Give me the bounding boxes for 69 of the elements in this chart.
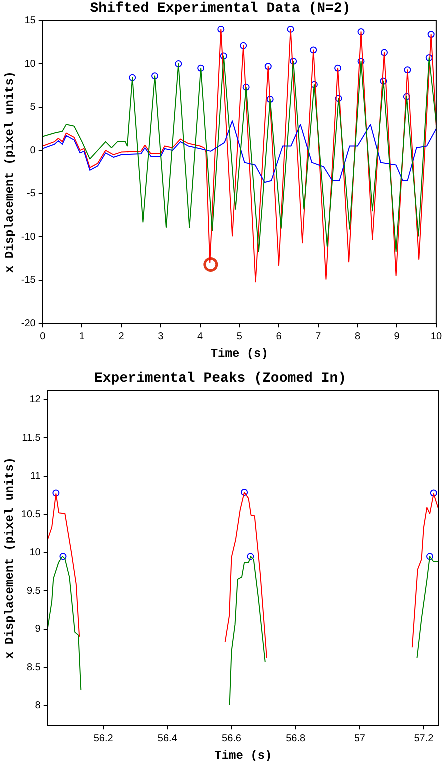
point	[266, 96, 274, 104]
y-tick-label: 10	[30, 548, 42, 559]
x-axis-title: Time (s)	[214, 748, 272, 763]
y-tick-label: -15	[21, 275, 36, 286]
point	[242, 84, 250, 91]
point	[175, 60, 182, 68]
point	[218, 26, 225, 33]
point	[426, 54, 433, 62]
point	[198, 64, 205, 72]
point	[358, 58, 365, 65]
point	[129, 74, 136, 82]
x-tick-label: 7	[316, 331, 322, 342]
point	[247, 553, 254, 560]
x-tick-label: 56.6	[222, 733, 242, 744]
point	[290, 58, 298, 65]
y-tick-label: 10.5	[21, 509, 42, 520]
y-tick-label: 9.5	[26, 586, 42, 597]
y-axis-title: x Displacement (pixel units)	[3, 457, 18, 660]
x-tick-label: 6	[276, 331, 282, 342]
point	[428, 31, 435, 38]
y-tick-label: -20	[21, 318, 36, 330]
point	[430, 490, 438, 497]
point	[358, 28, 365, 36]
point	[426, 553, 434, 560]
point	[310, 46, 318, 54]
y-axis-title: x Displacement (pixel units)	[3, 71, 18, 274]
x-tick-label: 2	[118, 331, 125, 342]
point	[52, 490, 60, 497]
point	[241, 488, 248, 496]
point	[240, 42, 248, 50]
x-axis-title: Time (s)	[210, 346, 268, 361]
point	[403, 93, 410, 100]
x-tick-label: 56.8	[286, 733, 306, 744]
y-tick-label: 9	[35, 624, 42, 636]
x-tick-label: 56.4	[158, 733, 178, 744]
y-tick-label: 5	[30, 102, 36, 114]
y-tick-label: 11.5	[22, 432, 42, 444]
y-tick-label: 8.5	[26, 662, 42, 674]
point	[380, 49, 388, 56]
y-tick-label: 0	[30, 145, 36, 156]
x-tick-label: 9	[394, 331, 400, 342]
x-tick-label: 56.2	[94, 733, 114, 744]
point	[310, 81, 318, 88]
chart-title: Experimental Peaks (Zoomed In)	[94, 370, 347, 387]
x-tick-label: 4	[198, 331, 204, 342]
y-tick-label: 12	[30, 394, 42, 406]
chart-title: Shifted Experimental Data (N=2)	[90, 0, 351, 17]
x-tick-label: 57	[354, 733, 366, 744]
y-tick-label: 11	[30, 471, 42, 482]
point	[287, 26, 294, 33]
y-tick-label: -10	[21, 232, 36, 243]
y-tick-label: -5	[26, 188, 36, 200]
point	[264, 63, 272, 70]
point	[152, 72, 159, 80]
point	[334, 64, 342, 72]
y-tick-label: 8	[35, 700, 42, 712]
point	[335, 95, 342, 102]
x-tick-label: 57.2	[414, 733, 434, 744]
y-tick-label: 10	[24, 58, 36, 70]
point	[380, 78, 388, 85]
point	[404, 66, 412, 74]
x-tick-label: 1	[79, 331, 86, 342]
point	[60, 553, 67, 560]
y-tick-label: 15	[24, 16, 36, 27]
x-tick-label: 3	[158, 331, 164, 342]
x-tick-label: 8	[354, 331, 361, 342]
point	[220, 52, 228, 60]
x-tick-label: 5	[236, 331, 243, 342]
x-tick-label: 10	[430, 331, 442, 342]
